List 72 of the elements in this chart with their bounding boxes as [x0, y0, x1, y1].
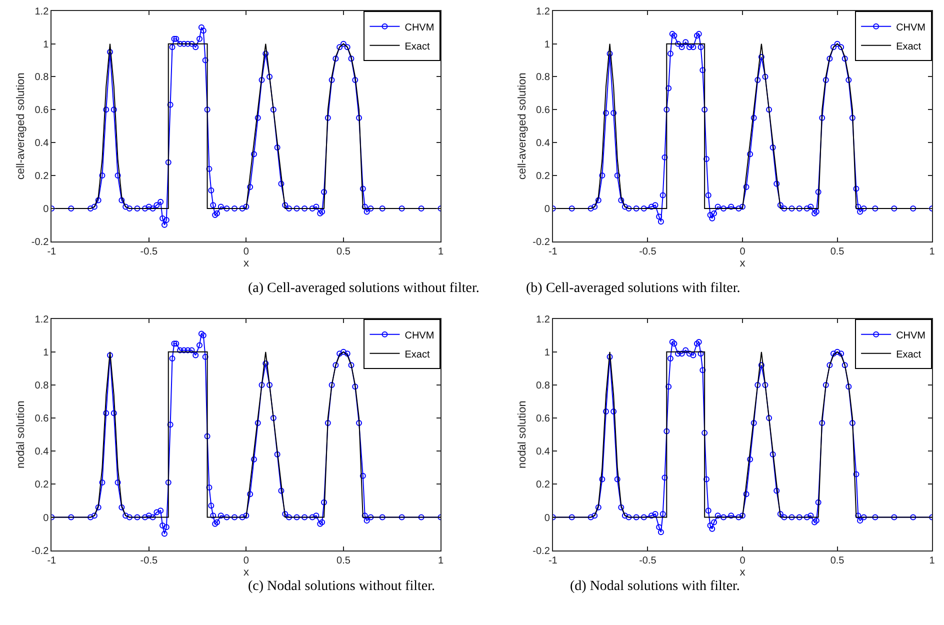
legend-label: CHVM: [896, 22, 926, 34]
x-tick-label: 0: [740, 555, 746, 566]
x-tick-label: 1: [929, 555, 936, 566]
y-tick-label: 0.8: [536, 72, 550, 84]
y-tick-label: 0.2: [536, 171, 550, 182]
y-tick-label: -0.2: [532, 546, 550, 557]
y-tick-label: 0: [43, 512, 50, 524]
y-axis-title: cell-averaged solution: [516, 72, 528, 180]
y-tick-label: 0.4: [536, 138, 550, 150]
y-tick-label: -0.2: [31, 236, 50, 248]
x-tick-label: -0.5: [140, 246, 158, 258]
legend-label: Exact: [896, 349, 922, 360]
y-tick-label: 0.8: [34, 380, 50, 392]
x-axis-title: x: [243, 566, 250, 579]
y-tick-label: 1: [43, 39, 50, 50]
x-tick-label: 0.5: [830, 555, 845, 566]
y-axis-title: nodal solution: [516, 400, 528, 469]
y-tick-label: 0.2: [34, 171, 50, 182]
x-tick-label: -1: [548, 555, 558, 566]
x-axis-title: x: [243, 258, 250, 270]
y-tick-label: 1.2: [536, 314, 550, 326]
legend-label: Exact: [404, 349, 430, 360]
text: (b) Cell-averaged solutions with filter.: [526, 281, 740, 296]
y-tick-label: 0.4: [34, 446, 50, 458]
y-tick-label: 0.4: [34, 138, 50, 150]
legend-label: CHVM: [896, 330, 926, 342]
x-tick-label: -0.5: [639, 246, 657, 258]
y-tick-label: 1.2: [34, 6, 50, 18]
y-tick-label: 0.2: [34, 480, 50, 491]
x-tick-label: -1: [548, 246, 558, 258]
x-tick-label: 1: [929, 246, 936, 258]
x-axis-title: x: [740, 258, 746, 270]
x-tick-label: 0: [243, 246, 250, 258]
x-tick-label: -1: [47, 555, 57, 566]
y-tick-label: 0: [544, 204, 550, 215]
y-tick-label: 1.2: [34, 314, 50, 326]
y-tick-label: 1: [43, 347, 50, 358]
text: (d) Nodal solutions with filter.: [570, 579, 740, 594]
y-tick-label: 0.8: [536, 380, 550, 392]
y-tick-label: 0.8: [34, 72, 50, 84]
legend-label: Exact: [404, 41, 430, 52]
y-tick-label: 1: [544, 347, 550, 358]
x-tick-label: -0.5: [140, 555, 158, 566]
y-tick-label: 0: [544, 512, 550, 524]
x-tick-label: 0.5: [830, 246, 845, 258]
y-tick-label: 0.2: [536, 480, 550, 491]
text: (c) Nodal solutions without filter.: [248, 579, 436, 594]
y-tick-label: 1.2: [536, 6, 550, 18]
legend-label: CHVM: [404, 330, 434, 342]
x-tick-label: 0: [740, 246, 746, 258]
y-tick-label: 0.6: [536, 414, 550, 425]
y-tick-label: 0: [43, 204, 50, 215]
x-tick-label: -1: [47, 246, 57, 258]
y-tick-label: -0.2: [532, 236, 550, 248]
x-tick-label: 1: [438, 246, 444, 258]
y-axis-title: cell-averaged solution: [15, 72, 28, 180]
legend-label: CHVM: [404, 22, 434, 34]
legend-label: Exact: [896, 41, 922, 52]
x-tick-label: -0.5: [639, 555, 657, 566]
y-tick-label: 1: [544, 39, 550, 50]
x-tick-label: 1: [438, 555, 444, 566]
y-tick-label: -0.2: [31, 546, 50, 557]
y-tick-label: 0.4: [536, 446, 550, 458]
x-tick-label: 0: [243, 555, 250, 566]
y-tick-label: 0.6: [34, 105, 50, 116]
x-tick-label: 0.5: [336, 246, 351, 258]
y-tick-label: 0.6: [536, 105, 550, 116]
text: (a) Cell-averaged solutions without filter.: [248, 281, 480, 296]
x-axis-title: x: [740, 566, 746, 579]
x-tick-label: 0.5: [336, 555, 351, 566]
y-tick-label: 0.6: [34, 414, 50, 425]
y-axis-title: nodal solution: [15, 400, 28, 469]
